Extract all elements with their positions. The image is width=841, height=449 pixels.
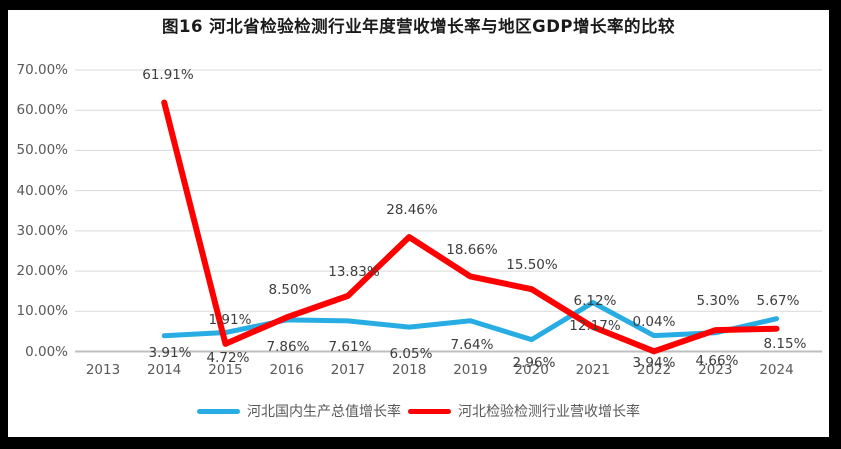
revenue-growth-line <box>161 99 780 355</box>
data-label: 7.61% <box>328 339 372 355</box>
y-axis-tick-label: 60.00% <box>16 102 68 119</box>
data-label: 28.46% <box>386 202 438 218</box>
data-label: 3.94% <box>632 355 676 371</box>
x-axis-tick-label: 2020 <box>514 362 549 378</box>
legend-label-revenue: 河北检验检测行业营收增长率 <box>458 404 640 420</box>
y-axis-tick-label: 50.00% <box>16 142 68 159</box>
legend-label-gdp: 河北国内生产总值增长率 <box>247 404 401 420</box>
y-axis-tick-label: 0.00% <box>25 343 68 360</box>
chart-title: 图16 河北省检验检测行业年度营收增长率与地区GDP增长率的比较 <box>161 17 676 36</box>
legend: 河北国内生产总值增长率 河北检验检测行业营收增长率 <box>8 401 829 421</box>
data-label: 2.96% <box>512 355 556 371</box>
x-axis-tick-label: 2013 <box>85 362 121 378</box>
data-label: 4.72% <box>206 350 250 366</box>
data-label: 15.50% <box>506 257 558 273</box>
data-label: 13.83% <box>328 264 380 280</box>
data-label: 3.91% <box>148 345 192 361</box>
data-label: 5.30% <box>696 293 740 309</box>
x-axis-tick-label: 2017 <box>330 362 366 378</box>
chart-card <box>8 10 829 437</box>
legend-swatch-gdp <box>197 408 240 414</box>
data-label: 0.04% <box>632 314 676 330</box>
data-label: 12.17% <box>569 318 621 334</box>
data-label: 6.05% <box>389 346 433 362</box>
y-axis-tick-label: 40.00% <box>16 182 68 199</box>
data-label: 18.66% <box>446 242 498 258</box>
x-axis-tick-label: 2019 <box>453 362 488 378</box>
y-axis-tick-label: 30.00% <box>16 222 68 239</box>
x-axis-tick-label: 2016 <box>269 362 304 378</box>
x-axis-tick-label: 2021 <box>575 362 610 378</box>
y-axis-tick-label: 70.00% <box>16 62 68 78</box>
x-axis-tick-label: 2014 <box>147 362 182 378</box>
data-label: 7.64% <box>450 337 494 353</box>
x-axis-tick-label: 2018 <box>391 362 427 378</box>
x-axis-tick-label: 2015 <box>208 362 243 378</box>
x-axis-tick-label: 2022 <box>636 362 672 378</box>
data-label: 8.50% <box>268 282 312 298</box>
data-label: 1.91% <box>208 312 252 328</box>
data-label: 6.12% <box>573 293 617 309</box>
data-label: 7.86% <box>266 339 310 355</box>
y-axis-tick-label: 10.00% <box>16 303 68 320</box>
y-axis-tick-label: 20.00% <box>16 263 68 280</box>
x-axis-tick-label: 2024 <box>759 362 794 378</box>
data-label: 8.15% <box>763 336 807 352</box>
data-label: 4.66% <box>695 353 739 369</box>
x-axis-tick-label: 2023 <box>698 362 733 378</box>
legend-swatch-revenue <box>408 408 451 414</box>
data-label: 5.67% <box>756 293 800 309</box>
data-label: 61.91% <box>142 67 194 83</box>
